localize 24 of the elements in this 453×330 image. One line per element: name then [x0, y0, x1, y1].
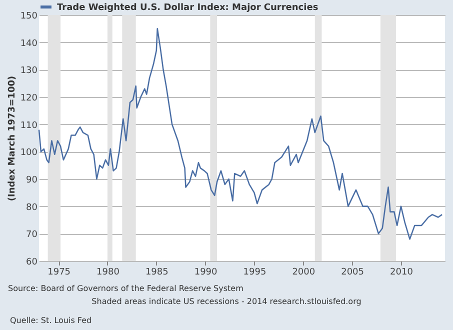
y-axis-title: (Index March 1973=100) — [7, 76, 18, 202]
x-tick-label: 2005 — [341, 268, 364, 278]
text: Shaded areas indicate US recessions - 2014 research.stlouisfed.org — [90, 297, 362, 306]
y-tick-label: 120 — [20, 94, 38, 104]
y-tick-label: 80 — [26, 202, 38, 213]
x-tick-label: 1985 — [145, 268, 168, 278]
y-tick-label: 140 — [20, 38, 38, 49]
source-note: Quelle: St. Louis Fed — [10, 316, 92, 325]
text: Trade Weighted U.S. Dollar Index: Major Currencies — [57, 3, 318, 13]
source-note: Source: Board of Governors of the Federal Reserve System — [8, 284, 244, 293]
y-tick-label: 60 — [26, 258, 38, 268]
y-tick-label: 150 — [20, 12, 38, 22]
y-tick-label: 100 — [20, 148, 38, 158]
line-series — [38, 28, 443, 240]
x-tick-label: 1990 — [194, 268, 218, 278]
x-tick-label: 2010 — [390, 268, 414, 278]
x-tick-label: 1975 — [48, 268, 71, 278]
y-tick-label: 110 — [20, 120, 38, 131]
x-tick-label: 1995 — [243, 268, 266, 278]
y-tick-label: 90 — [26, 176, 38, 186]
x-tick-label: 2000 — [292, 268, 316, 278]
y-tick-label: 130 — [20, 66, 38, 76]
y-tick-label: 70 — [26, 230, 38, 240]
x-tick-label: 1980 — [96, 268, 120, 278]
